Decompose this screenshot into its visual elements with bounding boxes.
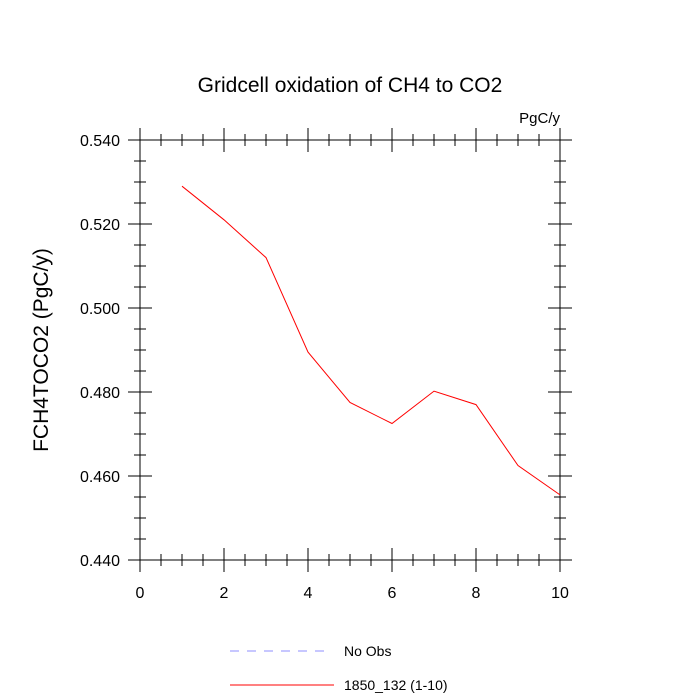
legend: No Obs 1850_132 (1-10) <box>230 643 448 693</box>
legend-label: 1850_132 (1-10) <box>344 677 448 693</box>
legend-label: No Obs <box>344 643 391 659</box>
y-tick-label: 0.480 <box>80 385 120 402</box>
x-tick-label: 8 <box>472 585 481 602</box>
plot-area: 0 2 4 6 8 10 0.440 0.460 0.480 0.500 0.520 0.540 <box>80 128 572 602</box>
x-tick-label: 10 <box>551 585 569 602</box>
y-tick-label: 0.460 <box>80 469 120 486</box>
y-tick-label: 0.500 <box>80 301 120 318</box>
x-tick-label: 2 <box>220 585 229 602</box>
x-tick-label: 4 <box>304 585 313 602</box>
y-tick-label: 0.540 <box>80 133 120 150</box>
units-label: PgC/y <box>519 110 560 127</box>
y-axis-label: FCH4TOCO2 (PgC/y) <box>30 248 53 452</box>
x-tick-label: 0 <box>136 585 145 602</box>
y-tick-label: 0.520 <box>80 217 120 234</box>
series-line <box>181 185 561 496</box>
chart-title: Gridcell oxidation of CH4 to CO2 <box>198 74 503 97</box>
x-tick-label: 6 <box>388 585 397 602</box>
y-tick-label: 0.440 <box>80 553 120 570</box>
